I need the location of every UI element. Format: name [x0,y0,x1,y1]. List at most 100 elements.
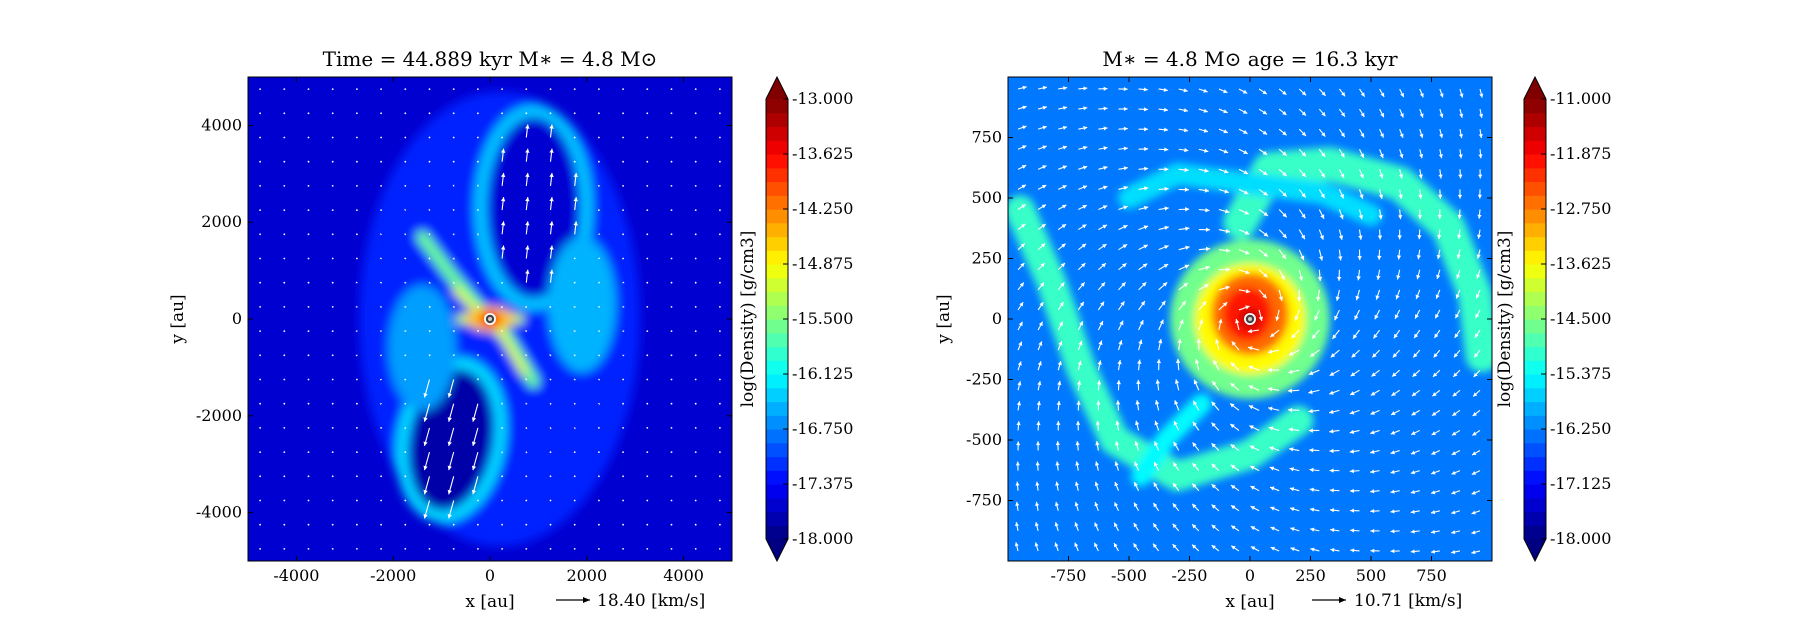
panel-1-velocity-arrow [428,305,431,308]
panel-1-colorbar-band [766,374,788,389]
panel-2-velocity-arrow [1370,548,1380,553]
panel-2-colorbar-band [1524,154,1546,169]
panel-2-velocity-arrow [1410,489,1420,495]
panel-1-colorbar-band [766,167,788,183]
panel-2-velocity-arrow [1094,522,1099,532]
panel-1-velocity-arrow [525,475,528,478]
panel-2-velocity-arrow [1311,329,1320,340]
panel-1-velocity-arrow [331,427,334,429]
panel-1-velocity-arrow [622,548,624,550]
panel-2-velocity-arrow [1218,128,1229,134]
panel-1-colorbar-band [766,209,788,224]
panel-1-velocity-arrow [447,451,455,471]
panel-2-velocity-arrow [1098,126,1108,131]
panel-2-velocity-arrow [1437,229,1442,240]
panel-2-title: M∗ = 4.8 M⊙ age = 16.3 kyr [1102,47,1398,71]
panel-1-colorbar-band [766,484,788,499]
panel-2-velocity-arrow [1258,128,1268,135]
panel-2-velocity-arrow [1330,528,1340,533]
panel-1-velocity-arrow [694,257,697,260]
panel-2-velocity-arrow [1037,125,1047,130]
panel-2-velocity-arrow [1178,108,1189,113]
panel-2-velocity-arrow [1118,205,1128,211]
panel-2-velocity-arrow [1375,289,1381,300]
panel-1-velocity-arrow [380,475,382,478]
panel-2-velocity-arrow [1158,263,1169,271]
panel-2-velocity-arrow [1330,349,1340,358]
panel-2-velocity-arrow [1412,369,1421,378]
panel-2-velocity-arrow [1379,108,1385,118]
panel-1-velocity-arrow [573,172,578,186]
panel-2-velocity-arrow [1078,185,1088,190]
panel-1-velocity-arrow [670,451,673,453]
panel-1-velocity-arrow [524,305,528,308]
panel-2-velocity-arrow [1229,402,1240,411]
panel-2-velocity-arrow [1298,108,1307,117]
panel-2-velocity-arrow [1318,108,1326,117]
panel-2-velocity-arrow [1378,189,1384,199]
panel-2-velocity-arrow [1036,421,1041,431]
panel-2-velocity-arrow [1393,329,1401,339]
panel-1-velocity-arrow [283,548,286,550]
panel-1-velocity-arrow [573,451,576,453]
panel-1-x-tick-label: 4000 [663,566,704,585]
panel-1-velocity-arrow [719,451,721,453]
panel-2-velocity-arrow [1288,427,1300,432]
panel-2-velocity-arrow [1298,189,1307,198]
panel-1-x-tick-label: 0 [485,566,495,585]
panel-1-velocity-arrow [380,330,382,333]
panel-2-quiver-key: 10.71 [km/s] [1312,591,1462,611]
panel-2-velocity-arrow [1457,189,1463,199]
panel-2-velocity-arrow [1078,106,1088,111]
panel-2-velocity-arrow [1289,487,1300,492]
panel-2-velocity-arrow [1390,450,1400,455]
panel-1-velocity-arrow [259,451,261,453]
panel-1-velocity-arrow [719,281,721,284]
panel-1-velocity-arrow [694,354,697,357]
panel-2-velocity-arrow [1133,502,1140,512]
panel-2-velocity-arrow [1158,245,1169,251]
panel-2-velocity-arrow [1198,283,1209,291]
panel-2-velocity-arrow [1250,545,1260,552]
panel-2-velocity-arrow [1230,484,1240,492]
panel-1-velocity-arrow [694,378,697,381]
panel-1-velocity-arrow [719,378,721,381]
panel-2-velocity-arrow [1198,148,1209,153]
panel-1-velocity-arrow [307,233,310,236]
panel-1-colorbar-band [766,291,788,306]
panel-2-colorbar-band [1524,126,1546,141]
panel-2-velocity-arrow [1338,209,1344,220]
panel-2-colorbar-band [1524,291,1546,306]
panel-2-velocity-arrow [1178,319,1184,331]
panel-2-velocity-arrow [1350,548,1360,553]
panel-1-velocity-arrow [423,451,431,471]
panel-2-velocity-arrow [1218,248,1231,253]
panel-2-velocity-arrow [1410,529,1420,534]
panel-2-colorbar-band [1524,222,1546,238]
panel-2-velocity-arrow [1116,380,1121,391]
panel-1-velocity-arrow [452,354,455,357]
panel-2-velocity-arrow [1430,470,1441,475]
panel-2-velocity-arrow [1075,441,1080,451]
panel-1-velocity-arrow [549,330,552,333]
panel-2-velocity-arrow [1211,524,1220,532]
panel-1-velocity-arrow [331,306,334,308]
panel-1-velocity-arrow [598,475,600,478]
panel-2-velocity-arrow [1098,106,1108,111]
panel-1-colorbar-tick-label: -14.250 [792,199,853,218]
panel-1-velocity-arrow [573,197,578,211]
panel-2-velocity-arrow [1198,300,1207,311]
panel-2-x-tick-label: 0 [1245,566,1255,585]
panel-2-velocity-arrow [1258,108,1268,115]
panel-1-velocity-arrow [549,172,554,186]
panel-1-velocity-arrow [500,329,504,333]
panel-2-velocity-arrow [1249,445,1260,452]
panel-2-velocity-arrow [1430,549,1440,554]
panel-2-velocity-arrow [1074,481,1080,491]
panel-1-colorbar-tick-label: -15.500 [792,309,853,328]
panel-2-x-tick-label: -250 [1172,566,1208,585]
panel-2-velocity-arrow [1310,527,1320,532]
panel-2-velocity-arrow [1395,289,1401,300]
panel-2-velocity-arrow [1158,206,1169,211]
panel-1-velocity-arrow [573,136,576,139]
